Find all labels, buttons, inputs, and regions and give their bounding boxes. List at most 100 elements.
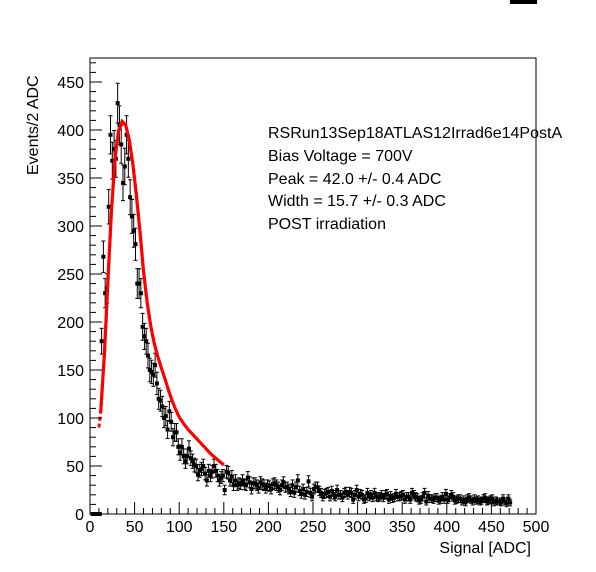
annotation-run-name: RSRun13Sep18ATLAS12Irrad6e14PostA xyxy=(268,125,562,142)
data-marker xyxy=(128,195,133,200)
data-marker xyxy=(504,501,509,506)
data-marker xyxy=(354,488,359,492)
data-marker xyxy=(238,482,243,487)
data-point xyxy=(142,322,147,350)
data-marker xyxy=(269,487,274,492)
data-marker xyxy=(210,469,215,474)
data-marker xyxy=(121,180,126,185)
x-tick-label: 150 xyxy=(210,519,237,536)
data-marker xyxy=(229,474,234,479)
data-marker xyxy=(420,494,425,499)
fit-layer xyxy=(97,118,225,467)
data-point xyxy=(138,278,143,309)
annotation-bias-voltage: Bias Voltage = 700V xyxy=(268,148,413,165)
data-marker xyxy=(126,156,131,161)
data-marker xyxy=(228,478,233,483)
data-marker xyxy=(333,494,338,499)
x-tick-label: 100 xyxy=(166,519,193,536)
data-marker xyxy=(393,491,398,496)
data-marker xyxy=(151,372,156,377)
data-marker xyxy=(295,478,300,483)
data-marker xyxy=(306,479,311,484)
data-marker xyxy=(422,490,427,495)
data-marker xyxy=(368,492,373,497)
data-marker xyxy=(165,427,170,432)
data-marker xyxy=(199,466,204,471)
data-marker xyxy=(310,494,315,499)
data-marker xyxy=(326,489,331,494)
data-marker xyxy=(301,487,306,492)
data-marker xyxy=(392,495,397,500)
data-marker xyxy=(213,468,218,473)
data-marker xyxy=(231,483,236,488)
data-marker xyxy=(470,499,475,504)
data-point xyxy=(244,479,249,491)
data-marker xyxy=(261,483,266,488)
fit-curve-dashed xyxy=(97,118,156,428)
data-marker xyxy=(160,404,165,409)
axes-layer: 0 50 100 150 200 250 300 350 400 450 500 0 50 100 150 2… xyxy=(57,62,549,536)
data-marker xyxy=(99,339,104,344)
data-marker xyxy=(187,446,192,451)
data-marker xyxy=(119,142,124,147)
data-marker xyxy=(344,489,349,494)
data-marker xyxy=(137,281,142,286)
data-marker xyxy=(158,398,163,403)
x-tick-label: 200 xyxy=(255,519,282,536)
data-marker xyxy=(240,478,245,483)
data-marker xyxy=(138,291,143,296)
data-marker xyxy=(226,470,231,475)
data-marker xyxy=(408,497,413,502)
data-marker xyxy=(356,494,361,499)
data-marker xyxy=(179,444,184,449)
x-tick-label: 0 xyxy=(86,519,95,536)
data-marker xyxy=(220,473,225,478)
x-tick-label: 350 xyxy=(389,519,416,536)
x-tick-label: 50 xyxy=(126,519,144,536)
data-marker xyxy=(153,363,158,368)
data-marker xyxy=(190,459,195,464)
y-tick-label: 300 xyxy=(57,219,84,236)
data-point xyxy=(133,227,138,261)
data-marker xyxy=(208,473,213,478)
y-axis-title: Events/2 ADC xyxy=(25,75,42,175)
data-marker xyxy=(351,497,356,502)
y-tick-label: 100 xyxy=(57,411,84,428)
data-marker xyxy=(349,490,354,495)
data-marker xyxy=(245,475,250,480)
x-tick-label: 400 xyxy=(433,519,460,536)
data-marker xyxy=(140,324,145,329)
data-marker xyxy=(183,459,188,464)
data-marker xyxy=(215,473,220,478)
data-marker xyxy=(129,214,134,219)
data-marker xyxy=(211,464,216,468)
data-marker xyxy=(101,254,106,259)
data-point xyxy=(108,115,113,155)
data-marker xyxy=(169,419,174,424)
data-marker xyxy=(345,492,350,497)
data-marker xyxy=(176,444,181,449)
annotation-box: RSRun13Sep18ATLAS12Irrad6e14PostA Bias V… xyxy=(268,125,562,233)
data-marker xyxy=(286,487,291,492)
y-tick-label: 200 xyxy=(57,315,84,332)
y-tick-label: 0 xyxy=(75,507,84,524)
data-marker xyxy=(149,369,154,374)
data-marker xyxy=(434,495,439,500)
data-point xyxy=(222,484,227,496)
data-marker xyxy=(195,472,200,477)
data-marker xyxy=(418,497,423,502)
data-marker xyxy=(315,485,320,490)
data-point xyxy=(101,240,106,273)
data-marker xyxy=(201,464,206,468)
data-marker xyxy=(181,454,186,459)
x-tick-label: 250 xyxy=(300,519,327,536)
data-marker xyxy=(385,491,390,496)
data-marker xyxy=(447,495,452,500)
data-marker xyxy=(276,485,281,490)
data-marker xyxy=(401,492,406,497)
data-marker xyxy=(379,492,384,497)
data-marker xyxy=(222,488,227,492)
data-marker xyxy=(443,491,448,496)
y-tick-label: 450 xyxy=(57,75,84,92)
